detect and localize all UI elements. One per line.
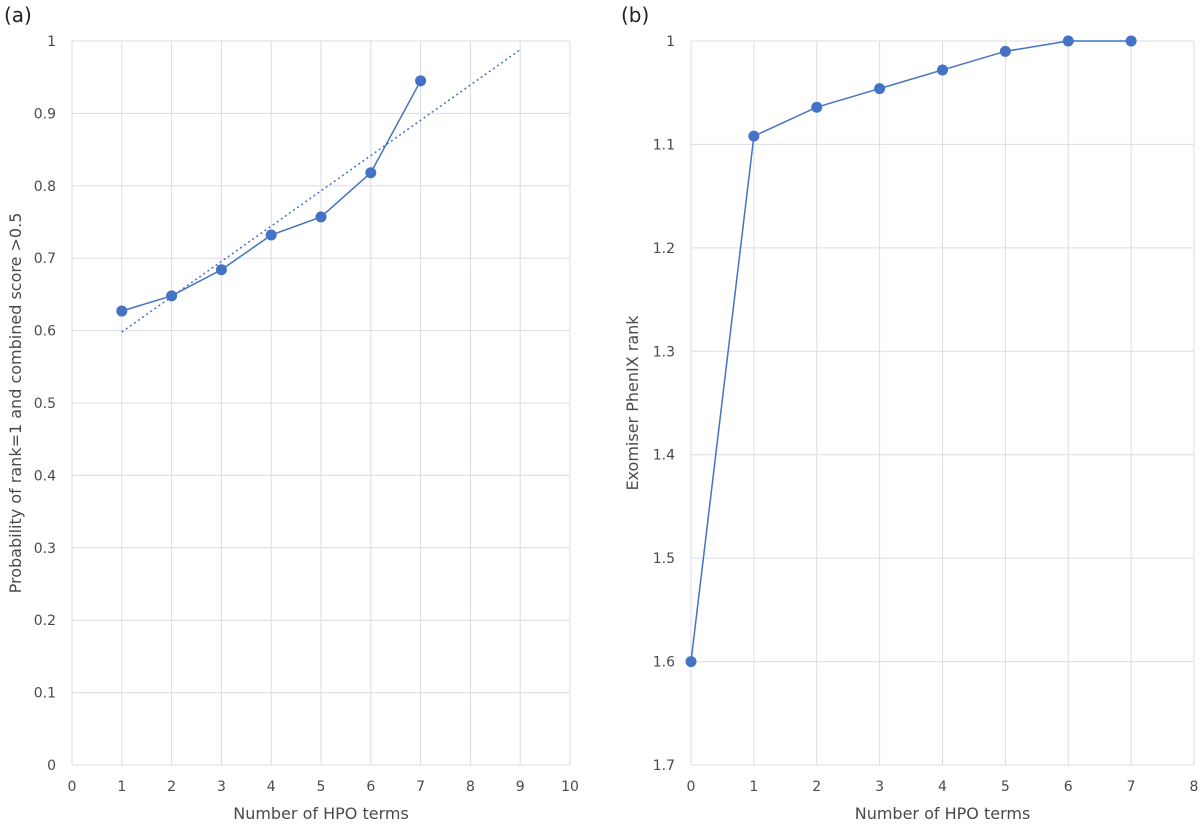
x-tick-label: 6: [366, 779, 375, 795]
data-point: [215, 264, 227, 276]
y-tick-label: 1: [47, 34, 56, 50]
y-tick-label: 0.4: [34, 468, 56, 484]
data-point: [315, 211, 327, 223]
x-tick-label: 3: [875, 779, 884, 795]
x-axis-label: Number of HPO terms: [233, 804, 409, 823]
data-point: [999, 45, 1011, 57]
data-point: [685, 656, 697, 668]
x-tick-label: 5: [1001, 779, 1010, 795]
y-tick-label: 0.9: [34, 106, 56, 122]
y-tick-label: 0.1: [34, 686, 56, 702]
panel-label: (b): [621, 3, 649, 27]
y-tick-label: 0.2: [34, 613, 56, 629]
panel-label: (a): [4, 3, 32, 27]
y-tick-label: 0.7: [34, 251, 56, 267]
y-tick-label: 0.5: [34, 396, 56, 412]
y-tick-label: 1.2: [653, 241, 675, 257]
data-point: [748, 130, 760, 142]
y-axis-label: Exomiser PhenIX rank: [623, 315, 642, 491]
trendline: [121, 49, 521, 333]
y-tick-label: 1.5: [653, 551, 675, 567]
y-tick-label: 0.3: [34, 541, 56, 557]
x-axis-label: Number of HPO terms: [855, 804, 1031, 823]
data-point: [811, 101, 823, 113]
x-tick-label: 5: [317, 779, 326, 795]
x-tick-label: 1: [117, 779, 126, 795]
data-point: [1062, 35, 1074, 47]
y-tick-label: 1.3: [653, 344, 675, 360]
data-point: [415, 75, 427, 87]
x-tick-label: 6: [1064, 779, 1073, 795]
y-tick-label: 1: [666, 34, 675, 50]
x-tick-label: 8: [466, 779, 475, 795]
y-tick-label: 1.6: [653, 655, 675, 671]
data-point: [365, 167, 377, 179]
x-tick-label: 2: [812, 779, 821, 795]
x-tick-label: 0: [68, 779, 77, 795]
data-point: [166, 290, 178, 302]
x-tick-label: 7: [1127, 779, 1136, 795]
chart-panel-b: 0 1 2 3 4 5 6 7 8 1 1.1 1.2 1.3 1.4 1.5 1.6 1.7 Number of…: [621, 3, 1198, 823]
x-tick-label: 4: [938, 779, 947, 795]
x-tick-label: 4: [267, 779, 276, 795]
data-point: [937, 64, 948, 76]
y-axis-label: Probability of rank=1 and combined score…: [6, 213, 25, 594]
data-point: [874, 83, 886, 95]
data-point: [116, 305, 128, 317]
x-tick-label: 0: [687, 779, 696, 795]
y-tick-label: 0: [47, 758, 56, 774]
data-point: [265, 229, 277, 241]
x-tick-label: 7: [416, 779, 425, 795]
y-tick-label: 0.6: [34, 324, 56, 340]
chart-panel-a: 0 1 2 3 4 5 6 7 8 9 10 0 0.1 0.2 0.3 0.4 0.5 0.6 0.7 0.8 0.9…: [4, 3, 579, 823]
x-tick-label: 9: [516, 779, 525, 795]
x-tick-label: 10: [561, 779, 579, 795]
y-tick-label: 1.7: [653, 758, 675, 774]
y-tick-label: 1.1: [653, 137, 675, 153]
y-tick-label: 1.4: [653, 448, 675, 464]
series-line: [690, 40, 1132, 662]
x-tick-label: 2: [167, 779, 176, 795]
data-point: [1125, 35, 1137, 47]
y-tick-label: 0.8: [34, 179, 56, 195]
x-tick-label: 1: [749, 779, 758, 795]
x-tick-label: 3: [217, 779, 226, 795]
x-tick-label: 8: [1190, 779, 1199, 795]
